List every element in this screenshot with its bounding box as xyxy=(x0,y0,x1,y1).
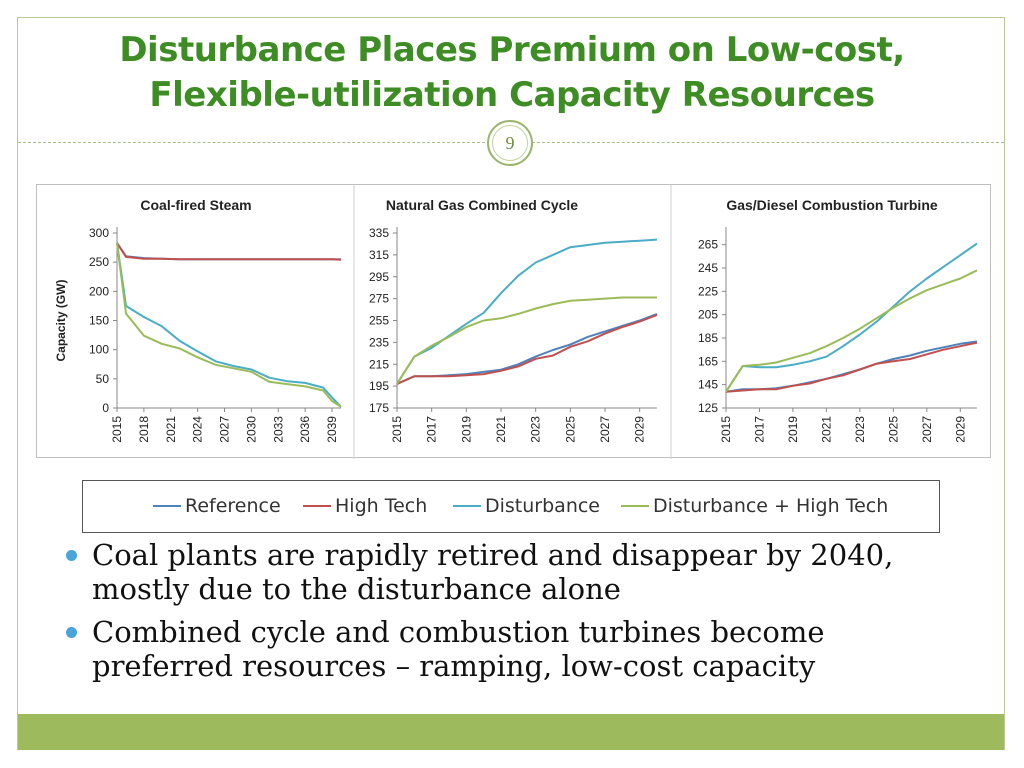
y-tick-label: 50 xyxy=(96,372,110,386)
y-tick-label: 185 xyxy=(698,331,718,345)
slide-number-badge: 9 xyxy=(487,120,533,166)
legend-item-disturbance-high-tech: Disturbance + High Tech xyxy=(621,494,888,518)
slide-title-line-1: Disturbance Places Premium on Low-cost, xyxy=(119,30,905,70)
bullet-list: Coal plants are rapidly retired and disa… xyxy=(64,538,964,692)
bullet-item: Coal plants are rapidly retired and disa… xyxy=(64,538,964,606)
x-tick-label: 2015 xyxy=(719,416,733,443)
y-tick-label: 295 xyxy=(369,270,389,284)
bullet-dot-icon xyxy=(66,627,77,638)
y-tick-label: 315 xyxy=(369,248,389,262)
bullet-item: Combined cycle and combustion turbines b… xyxy=(64,615,964,683)
x-tick-label: 2025 xyxy=(563,416,577,443)
slide-title-line-2: Flexible-utilization Capacity Resources xyxy=(149,75,875,115)
legend-swatch-high-tech xyxy=(303,504,331,508)
x-tick-label: 2039 xyxy=(325,416,339,443)
bullet-text-line: mostly due to the disturbance alone xyxy=(92,572,621,606)
y-tick-label: 145 xyxy=(698,378,718,392)
legend-label-high-tech: High Tech xyxy=(335,495,428,517)
x-tick-label: 2033 xyxy=(271,416,285,443)
y-tick-label: 200 xyxy=(89,284,109,298)
y-tick-label: 175 xyxy=(369,401,389,415)
y-tick-label: 125 xyxy=(698,401,718,415)
x-tick-label: 2021 xyxy=(494,416,508,443)
y-tick-label: 0 xyxy=(102,401,109,415)
series-line-reference xyxy=(396,312,658,385)
chart-title: Coal-fired Steam xyxy=(140,197,251,213)
y-tick-label: 255 xyxy=(369,314,389,328)
y-tick-label: 335 xyxy=(369,226,389,240)
y-tick-label: 235 xyxy=(369,335,389,349)
chart-title: Natural Gas Combined Cycle xyxy=(386,197,578,213)
x-tick-label: 2019 xyxy=(459,416,473,443)
x-tick-label: 2024 xyxy=(191,416,205,443)
x-tick-label: 2027 xyxy=(920,416,934,443)
y-tick-label: 265 xyxy=(698,238,718,252)
series-line-high-tech xyxy=(116,242,342,261)
legend: Reference High Tech Disturbance Disturba… xyxy=(82,480,940,533)
x-tick-label: 2021 xyxy=(164,416,178,443)
series-line-disturbance-high-tech xyxy=(116,242,342,408)
x-tick-label: 2017 xyxy=(425,416,439,443)
series-line-high-tech xyxy=(725,341,978,393)
slide-number: 9 xyxy=(505,132,515,153)
bullet-text-line: Coal plants are rapidly retired and disa… xyxy=(92,538,894,572)
x-tick-label: 2021 xyxy=(819,416,833,443)
x-tick-label: 2029 xyxy=(633,416,647,443)
legend-swatch-reference xyxy=(153,504,181,508)
series-line-reference xyxy=(116,242,341,261)
x-tick-label: 2036 xyxy=(298,416,312,443)
x-tick-label: 2017 xyxy=(752,416,766,443)
series-line-disturbance-high-tech xyxy=(396,296,657,385)
legend-label-reference: Reference xyxy=(185,495,281,517)
x-tick-label: 2023 xyxy=(853,416,867,443)
legend-item-reference: Reference xyxy=(153,494,281,518)
y-tick-label: 205 xyxy=(698,308,718,322)
legend-item-high-tech: High Tech xyxy=(303,494,427,518)
slide-title: Disturbance Places Premium on Low-cost, … xyxy=(20,28,1004,118)
x-tick-label: 2015 xyxy=(390,416,404,443)
y-tick-label: 100 xyxy=(89,343,109,357)
y-tick-label: 250 xyxy=(89,255,109,269)
y-tick-label: 245 xyxy=(698,261,718,275)
y-tick-label: 165 xyxy=(698,354,718,368)
x-tick-label: 2023 xyxy=(529,416,543,443)
legend-label-disturbance-high-tech: Disturbance + High Tech xyxy=(653,495,889,517)
bullet-text-line: preferred resources – ramping, low-cost … xyxy=(92,649,816,683)
y-tick-label: 225 xyxy=(698,284,718,298)
y-tick-label: 215 xyxy=(369,357,389,371)
series-line-high-tech xyxy=(396,314,658,385)
y-axis-label: Capacity (GW) xyxy=(54,279,68,361)
legend-swatch-disturbance-high-tech xyxy=(621,504,649,508)
bullet-text-line: Combined cycle and combustion turbines b… xyxy=(92,615,825,649)
legend-swatch-disturbance xyxy=(453,504,481,508)
bullet-dot-icon xyxy=(66,550,77,561)
footer-bar xyxy=(18,714,1004,750)
charts-panel: Coal-fired Steam 0 50 100 150 200 250 300 2015 20… xyxy=(36,184,991,459)
legend-label-disturbance: Disturbance xyxy=(485,495,600,517)
x-tick-label: 2027 xyxy=(598,416,612,443)
charts-svg: Coal-fired Steam 0 50 100 150 200 250 300 2015 20… xyxy=(54,185,978,459)
x-tick-label: 2019 xyxy=(786,416,800,443)
y-tick-label: 150 xyxy=(89,314,109,328)
y-tick-label: 195 xyxy=(369,379,389,393)
series-line-disturbance xyxy=(116,242,342,408)
x-tick-label: 2025 xyxy=(886,416,900,443)
x-tick-label: 2027 xyxy=(218,416,232,443)
series-line-disturbance xyxy=(725,242,978,393)
y-tick-label: 275 xyxy=(369,292,389,306)
x-tick-label: 2029 xyxy=(953,416,967,443)
series-line-disturbance-high-tech xyxy=(725,269,978,393)
x-tick-label: 2015 xyxy=(110,416,124,443)
chart-title: Gas/Diesel Combustion Turbine xyxy=(726,197,938,213)
x-tick-label: 2030 xyxy=(244,416,258,443)
legend-item-disturbance: Disturbance xyxy=(453,494,600,518)
x-tick-label: 2018 xyxy=(137,416,151,443)
y-tick-label: 300 xyxy=(89,226,109,240)
